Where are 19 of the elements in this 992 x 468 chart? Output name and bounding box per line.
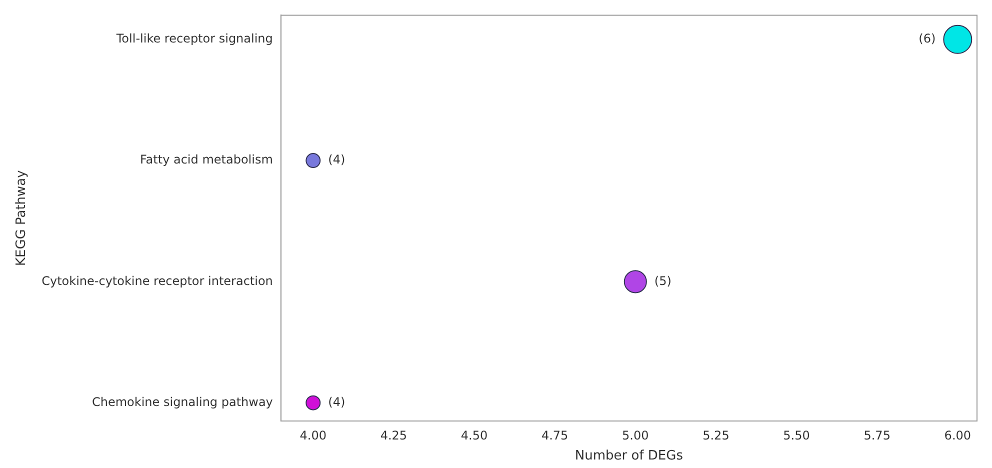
y-tick-label: Toll-like receptor signaling: [115, 32, 273, 46]
x-tick-label: 5.00: [622, 428, 649, 442]
data-label: (4): [328, 152, 346, 167]
x-axis-title: Number of DEGs: [574, 448, 684, 464]
y-axis-title: KEGG Pathway: [14, 170, 30, 266]
x-tick-label: 4.00: [300, 428, 326, 442]
data-label: (4): [328, 394, 346, 409]
x-tick-label: 4.25: [380, 428, 408, 442]
data-label: (5): [654, 274, 672, 288]
x-tick-label: 6.00: [944, 428, 972, 442]
x-tick-label: 5.25: [702, 428, 730, 442]
y-tick-label: Chemokine signaling pathway: [92, 394, 273, 409]
x-tick-label: 5.50: [783, 428, 810, 442]
data-label: (6): [918, 32, 936, 46]
y-tick-label: Cytokine-cytokine receptor interaction: [42, 274, 273, 288]
x-tick-label: 5.75: [864, 428, 890, 442]
y-tick-label: Fatty acid metabolism: [140, 152, 273, 167]
x-tick-label: 4.75: [541, 428, 568, 442]
x-tick-label: 4.50: [460, 428, 488, 442]
